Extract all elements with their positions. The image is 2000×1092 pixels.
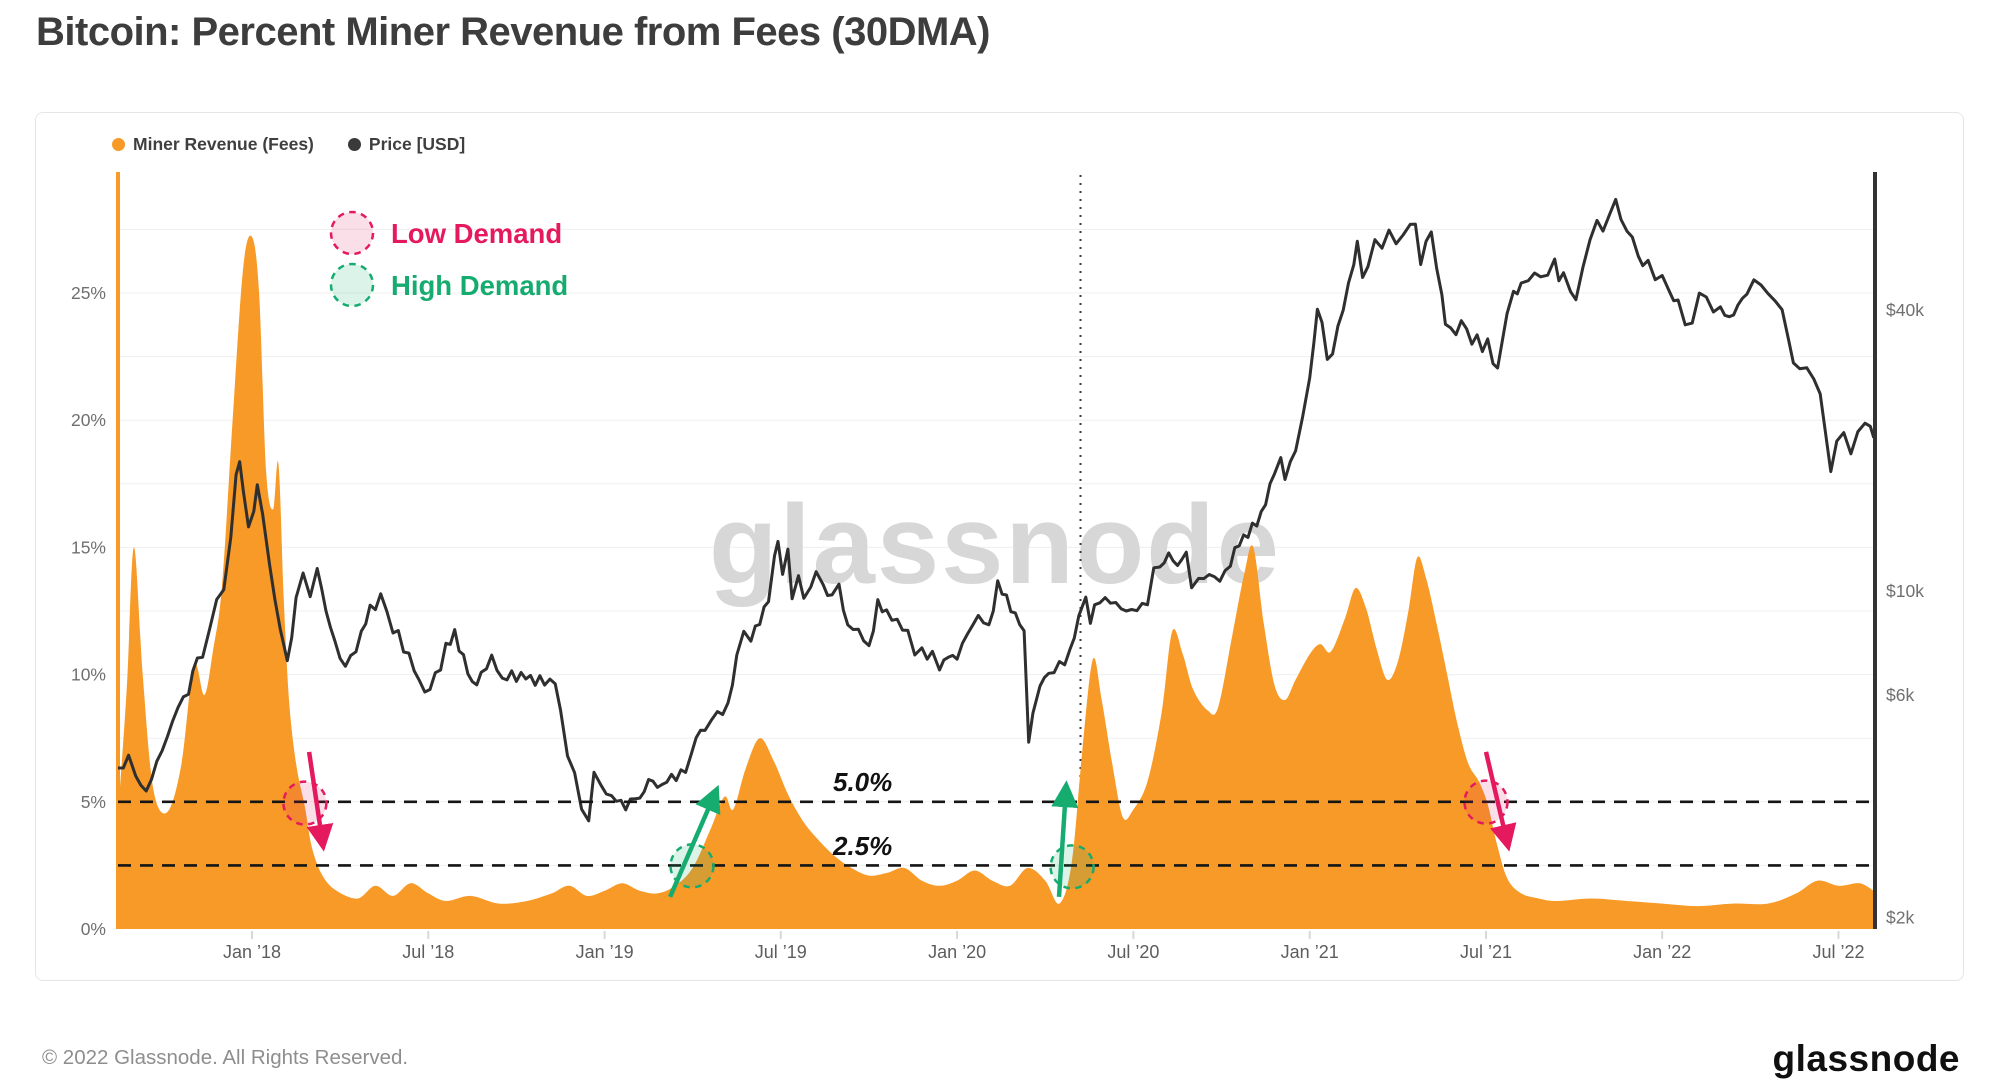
chart-legend: Miner Revenue (Fees) Price [USD]: [112, 134, 465, 155]
price-swatch-icon: [347, 138, 361, 151]
chart-card: [35, 112, 1964, 981]
legend-label-price: Price [USD]: [368, 134, 466, 154]
page-title: Bitcoin: Percent Miner Revenue from Fees…: [36, 10, 991, 54]
miner-revenue-swatch-icon: [112, 138, 125, 151]
legend-item-miner-revenue[interactable]: Miner Revenue (Fees): [112, 134, 314, 155]
glassnode-logo: glassnode: [1772, 1038, 1960, 1079]
legend-label-miner-revenue: Miner Revenue (Fees): [133, 134, 314, 154]
legend-item-price[interactable]: Price [USD]: [347, 134, 466, 155]
copyright-text: © 2022 Glassnode. All Rights Reserved.: [42, 1046, 409, 1069]
